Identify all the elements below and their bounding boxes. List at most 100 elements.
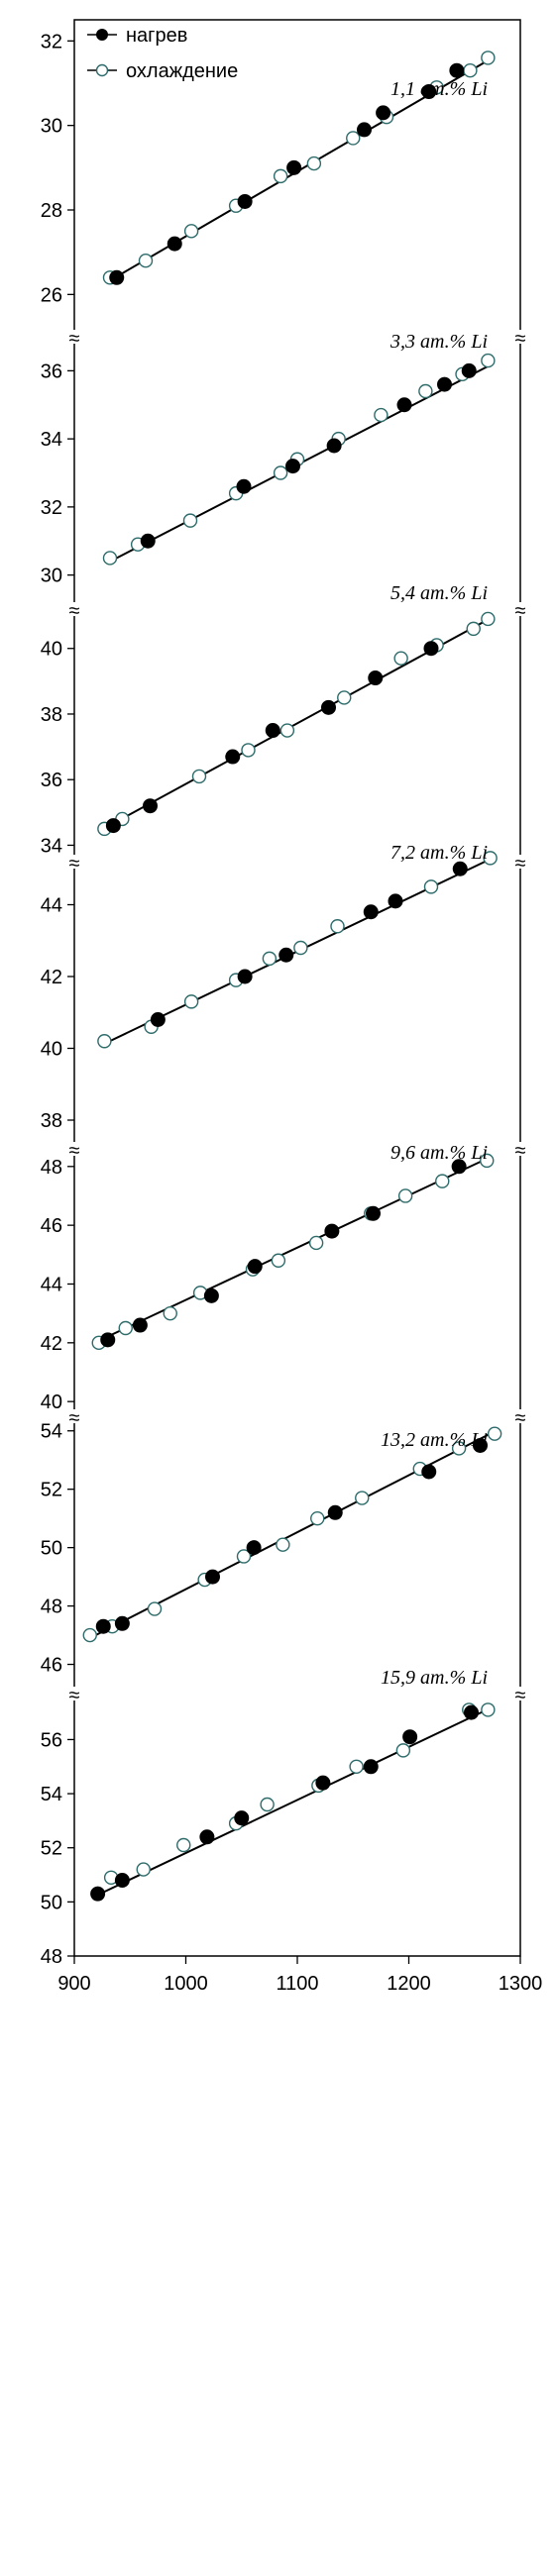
cooling-point (481, 611, 496, 627)
y-tick-label: 40 (41, 639, 62, 661)
axis-break-symbol: ≈ (515, 328, 526, 350)
cooling-point (82, 1627, 97, 1643)
panel-label: 7,2 ат.% Li (390, 842, 488, 864)
heating-point (203, 1288, 219, 1303)
cooling-point (176, 1837, 191, 1853)
axis-break-symbol: ≈ (515, 600, 526, 622)
axis-break-mask (65, 1142, 83, 1156)
heating-point (451, 1159, 467, 1175)
cooling-point (435, 1174, 450, 1188)
heating-point (236, 478, 252, 494)
heating-point (461, 362, 477, 378)
panel-label: 13,2 ат.% Li (381, 1429, 488, 1451)
y-tick-label: 32 (41, 31, 62, 52)
heating-point (366, 1205, 381, 1221)
y-tick-label: 26 (41, 284, 62, 306)
cooling-point (330, 919, 345, 934)
axis-break-mask (511, 602, 529, 616)
y-tick-label: 46 (41, 1655, 62, 1677)
heating-point (464, 1704, 479, 1720)
y-tick-label: 30 (41, 566, 62, 587)
cooling-point (487, 1426, 502, 1441)
panel-label: 3,3 ат.% Li (389, 331, 488, 353)
heating-point (114, 1615, 130, 1631)
y-tick-label: 34 (41, 429, 62, 451)
cooling-point (183, 994, 199, 1009)
cooling-point (397, 1188, 413, 1203)
axis-break-symbol: ≈ (515, 1685, 526, 1706)
cooling-point (183, 224, 199, 239)
cooling-point (163, 1305, 177, 1321)
y-tick-label: 38 (41, 1110, 62, 1132)
axis-break-mask (511, 855, 529, 869)
axis-break-symbol: ≈ (515, 1407, 526, 1429)
y-tick-label: 48 (41, 1946, 62, 1968)
y-tick-label: 42 (41, 967, 62, 988)
y-tick-label: 38 (41, 704, 62, 726)
axis-break-mask (511, 1142, 529, 1156)
legend-label: охлаждение (126, 60, 238, 82)
cooling-point (271, 1253, 286, 1268)
heating-point (109, 269, 125, 285)
y-tick-label: 34 (41, 835, 62, 857)
heating-point (90, 1886, 106, 1902)
heating-point (225, 749, 241, 765)
heating-point (327, 1504, 343, 1520)
axis-break-mask (65, 1409, 83, 1423)
heating-point (143, 798, 158, 814)
cooling-point (395, 1743, 411, 1758)
cooling-point (293, 940, 308, 956)
heating-point (423, 641, 439, 657)
heating-point (114, 1873, 130, 1889)
heating-point (388, 893, 403, 909)
cooling-point (346, 131, 361, 146)
cooling-point (355, 1491, 370, 1505)
cooling-point (481, 353, 496, 368)
heating-point (363, 1759, 379, 1775)
axis-break-mask (65, 855, 83, 869)
x-tick-label: 1000 (164, 1973, 208, 1995)
heating-point (100, 1332, 116, 1348)
axis-break-symbol: ≈ (69, 1140, 80, 1162)
y-tick-label: 44 (41, 1274, 62, 1295)
x-tick-label: 900 (57, 1973, 90, 1995)
panel-label: 1,1 ат.% Li (390, 78, 488, 100)
x-tick-label: 1200 (387, 1973, 431, 1995)
panel-label: 5,4 ат.% Li (390, 582, 488, 604)
legend-marker-cooling (95, 63, 109, 77)
heating-point (437, 376, 452, 392)
panel-label: 15,9 ат.% Li (381, 1667, 488, 1689)
y-tick-label: 42 (41, 1333, 62, 1355)
cooling-point (483, 851, 498, 866)
legend-marker-heating (96, 29, 108, 41)
y-tick-label: 56 (41, 1729, 62, 1751)
cooling-point (241, 743, 256, 758)
cooling-point (463, 62, 478, 78)
axis-break-symbol: ≈ (69, 1407, 80, 1429)
heating-point (140, 533, 156, 549)
heating-point (205, 1569, 220, 1585)
heating-point (321, 699, 336, 715)
heating-point (376, 105, 391, 121)
y-tick-label: 54 (41, 1421, 62, 1443)
fit-line (102, 618, 490, 830)
axis-break-mask (65, 1687, 83, 1700)
cooling-point (481, 1702, 496, 1717)
y-tick-label: 50 (41, 1892, 62, 1913)
cooling-point (102, 551, 118, 566)
heating-point (449, 62, 465, 78)
y-tick-label: 50 (41, 1538, 62, 1560)
heating-point (105, 818, 121, 834)
x-tick-label: 1100 (276, 1973, 318, 1995)
cooling-point (262, 951, 278, 967)
cooling-point (308, 1235, 324, 1251)
cooling-point (182, 513, 198, 528)
heating-point (363, 904, 379, 920)
cooling-point (273, 168, 288, 184)
fit-line (93, 1156, 490, 1344)
y-tick-label: 44 (41, 895, 62, 917)
cooling-point (273, 465, 288, 480)
axis-break-mask (511, 1409, 529, 1423)
x-tick-label: 1300 (499, 1973, 543, 1995)
